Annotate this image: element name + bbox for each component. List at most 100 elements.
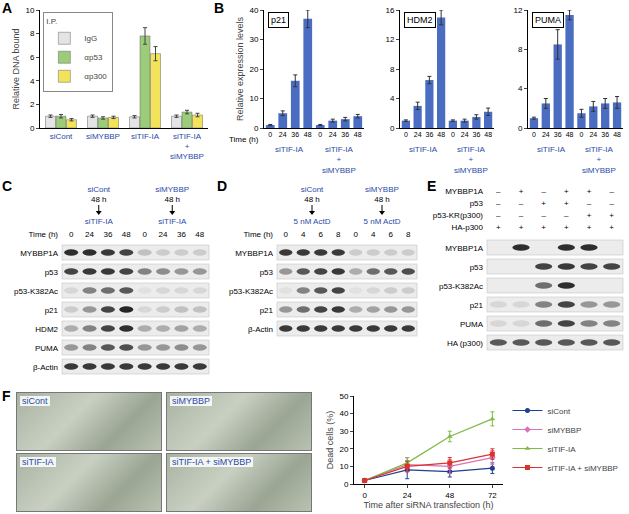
svg-text:0: 0 <box>30 124 35 133</box>
svg-text:Dead cells (%): Dead cells (%) <box>325 411 335 470</box>
svg-text:p21: p21 <box>45 306 59 315</box>
svg-text:10: 10 <box>25 6 34 15</box>
svg-text:MYBBP1A: MYBBP1A <box>20 249 58 258</box>
svg-text:10: 10 <box>339 462 348 471</box>
svg-text:Time (h): Time (h) <box>244 230 274 239</box>
svg-text:2: 2 <box>30 100 35 109</box>
svg-text:p21: p21 <box>271 15 286 25</box>
svg-text:Time (h): Time (h) <box>229 135 259 144</box>
svg-text:36: 36 <box>425 131 433 138</box>
svg-text:24: 24 <box>542 131 550 138</box>
svg-text:siCont: siCont <box>301 185 324 194</box>
svg-text:+: + <box>496 223 501 232</box>
svg-text:8: 8 <box>406 230 411 239</box>
svg-text:Relative DNA bound: Relative DNA bound <box>11 28 21 109</box>
svg-text:48 h: 48 h <box>91 195 107 204</box>
svg-text:36: 36 <box>341 131 349 138</box>
svg-text:+: + <box>519 223 524 232</box>
svg-text:β-Actin: β-Actin <box>33 363 58 372</box>
svg-text:siCont: siCont <box>547 407 570 416</box>
svg-text:–: – <box>609 187 614 196</box>
svg-text:–: – <box>609 199 614 208</box>
svg-text:24: 24 <box>279 131 287 138</box>
svg-text:48 h: 48 h <box>164 195 180 204</box>
svg-text:5 nM ActD: 5 nM ActD <box>294 217 331 226</box>
svg-text:+: + <box>609 223 614 232</box>
svg-text:siTIF-IA: siTIF-IA <box>547 445 576 454</box>
svg-text:4: 4 <box>518 84 523 93</box>
svg-text:+: + <box>587 187 592 196</box>
svg-text:24: 24 <box>85 230 94 239</box>
svg-text:0: 0 <box>579 131 583 138</box>
svg-text:MYBBP1A: MYBBP1A <box>445 244 483 253</box>
svg-text:siTIF-IA: siTIF-IA <box>131 132 160 141</box>
svg-text:30: 30 <box>249 35 258 44</box>
svg-text:48: 48 <box>354 131 362 138</box>
svg-text:Relative expression levels: Relative expression levels <box>235 16 245 121</box>
svg-text:48 h: 48 h <box>304 195 320 204</box>
svg-text:0: 0 <box>532 131 536 138</box>
svg-text:8: 8 <box>336 230 341 239</box>
svg-text:–: – <box>564 211 569 220</box>
svg-text:50: 50 <box>339 392 348 401</box>
svg-text:12: 12 <box>513 6 522 15</box>
svg-text:48: 48 <box>445 491 454 500</box>
svg-text:siTIF-IA: siTIF-IA <box>158 217 187 226</box>
svg-text:p53: p53 <box>45 268 59 277</box>
svg-text:0: 0 <box>318 131 322 138</box>
svg-text:I.P.: I.P. <box>46 17 57 26</box>
svg-text:HDM2: HDM2 <box>407 15 433 25</box>
svg-text:36: 36 <box>601 131 609 138</box>
svg-text:siCont: siCont <box>50 132 73 141</box>
svg-text:0: 0 <box>69 230 74 239</box>
svg-text:48: 48 <box>613 131 621 138</box>
svg-text:p53: p53 <box>470 199 484 208</box>
svg-text:p21: p21 <box>470 301 484 310</box>
svg-text:Time after siRNA transfection: Time after siRNA transfection (h) <box>363 500 493 510</box>
svg-text:MYBBP1A: MYBBP1A <box>235 249 273 258</box>
svg-text:HDM2: HDM2 <box>35 325 58 334</box>
svg-text:8: 8 <box>390 65 395 74</box>
svg-text:48: 48 <box>122 230 131 239</box>
svg-text:24: 24 <box>414 131 422 138</box>
svg-text:0: 0 <box>404 131 408 138</box>
svg-text:0: 0 <box>354 230 359 239</box>
svg-text:+: + <box>587 211 592 220</box>
svg-text:–: – <box>519 199 524 208</box>
svg-text:0: 0 <box>268 131 272 138</box>
svg-text:PUMA: PUMA <box>535 15 561 25</box>
svg-text:36: 36 <box>554 131 562 138</box>
svg-text:β-Actin: β-Actin <box>248 325 273 334</box>
svg-text:siMYBBP: siMYBBP <box>547 426 581 435</box>
svg-text:20: 20 <box>339 445 348 454</box>
svg-text:siMYBBP: siMYBBP <box>86 132 120 141</box>
svg-text:siTIF-IA+siMYBBP: siTIF-IA+siMYBBP <box>170 132 204 162</box>
svg-text:p53: p53 <box>260 268 274 277</box>
svg-text:4: 4 <box>301 230 306 239</box>
svg-text:16: 16 <box>385 6 394 15</box>
svg-text:0: 0 <box>518 124 523 133</box>
svg-text:–: – <box>587 199 592 208</box>
svg-text:siMYBBP: siMYBBP <box>365 185 399 194</box>
svg-text:36: 36 <box>472 131 480 138</box>
svg-text:24: 24 <box>329 131 337 138</box>
svg-text:0: 0 <box>362 491 367 500</box>
svg-text:48: 48 <box>566 131 574 138</box>
svg-text:36: 36 <box>291 131 299 138</box>
svg-text:siTIF-IA+siMYBBP: siTIF-IA+siMYBBP <box>582 145 616 175</box>
svg-text:5 nM ActD: 5 nM ActD <box>364 217 401 226</box>
svg-text:24: 24 <box>461 131 469 138</box>
svg-text:siCont: siCont <box>87 185 110 194</box>
svg-text:36: 36 <box>103 230 112 239</box>
svg-text:48: 48 <box>437 131 445 138</box>
svg-text:0: 0 <box>284 230 289 239</box>
svg-text:24: 24 <box>159 230 168 239</box>
svg-text:8: 8 <box>518 45 523 54</box>
svg-text:p53-K382Ac: p53-K382Ac <box>14 287 58 296</box>
svg-text:10: 10 <box>249 94 258 103</box>
svg-text:48: 48 <box>304 131 312 138</box>
svg-text:24: 24 <box>403 491 412 500</box>
svg-text:HA (p300): HA (p300) <box>447 339 483 348</box>
svg-text:siTIF-IA: siTIF-IA <box>537 145 566 154</box>
svg-text:siTIF-IA: siTIF-IA <box>275 145 304 154</box>
